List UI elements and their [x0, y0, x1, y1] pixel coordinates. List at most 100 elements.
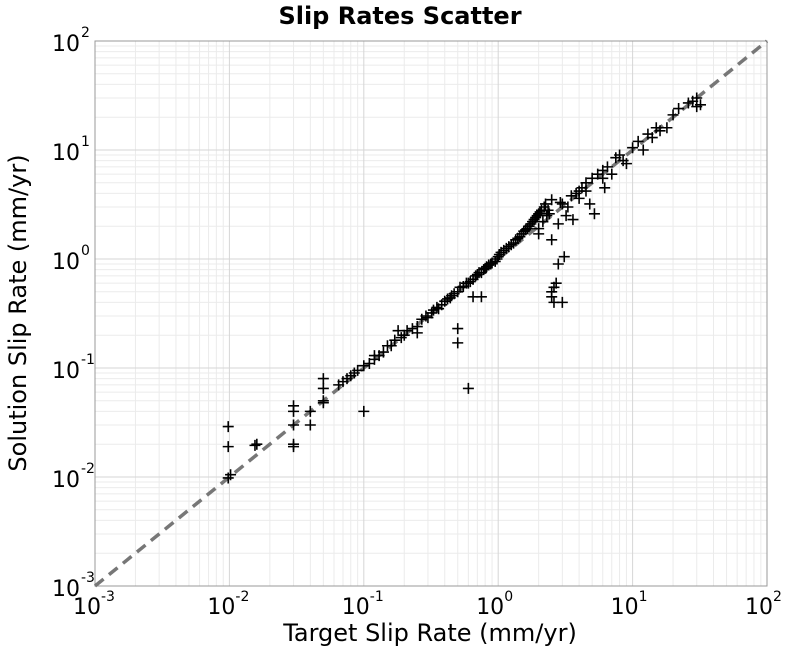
data-point-marker — [601, 161, 613, 173]
chart-title: Slip Rates Scatter — [278, 2, 521, 30]
x-tick-base: 10 — [342, 595, 370, 620]
y-tick-label: 10 -3 — [52, 570, 95, 602]
data-point-marker — [627, 142, 639, 154]
data-point-marker — [588, 208, 600, 220]
data-point-marker — [352, 364, 364, 376]
data-point-marker — [552, 258, 564, 270]
data-point-marker — [420, 310, 432, 322]
data-point-marker — [540, 198, 552, 210]
data-point-marker — [249, 439, 261, 451]
data-point-marker — [620, 158, 632, 170]
x-tick-labels: 10 -3 10 -2 10 -1 10 0 10 1 10 2 — [73, 589, 782, 620]
y-tick-exponent: 2 — [81, 25, 90, 41]
y-tick-exponent: 0 — [81, 243, 90, 259]
data-point-marker — [537, 216, 549, 228]
data-point-marker — [599, 182, 611, 194]
y-tick-label: 10 0 — [52, 243, 90, 275]
data-point-marker — [251, 438, 263, 450]
y-tick-exponent: -3 — [81, 570, 95, 586]
x-tick-base: 10 — [745, 595, 773, 620]
data-point-marker — [565, 190, 577, 202]
data-point-marker — [317, 382, 329, 394]
data-point-marker — [491, 253, 503, 265]
data-point-marker — [431, 301, 443, 313]
x-tick-base: 10 — [207, 595, 235, 620]
data-point-marker — [546, 194, 558, 206]
x-tick-base: 10 — [611, 595, 639, 620]
data-point-marker — [358, 360, 370, 372]
y-tick-base: 10 — [52, 32, 80, 57]
data-point-marker — [673, 103, 685, 115]
data-point-marker — [632, 135, 644, 147]
data-point-marker — [505, 239, 517, 251]
x-tick-label: 10 1 — [611, 589, 648, 620]
data-point-marker — [580, 177, 592, 189]
x-tick-exponent: 1 — [639, 589, 648, 605]
x-tick-label: 10 -2 — [207, 589, 249, 620]
data-point-marker — [485, 258, 497, 270]
x-tick-label: 10 -1 — [342, 589, 384, 620]
data-point-marker — [377, 346, 389, 358]
x-tick-label: 10 -3 — [73, 589, 115, 620]
data-point-marker — [411, 327, 423, 339]
data-point-marker — [446, 290, 458, 302]
x-tick-exponent: 0 — [504, 589, 513, 605]
data-point-marker — [586, 172, 598, 184]
y-tick-exponent: 1 — [81, 134, 90, 150]
data-point-marker — [401, 325, 413, 337]
data-point-marker — [288, 441, 300, 453]
data-point-marker — [554, 196, 566, 208]
data-point-marker — [550, 277, 562, 289]
data-points — [222, 92, 706, 484]
data-point-marker — [667, 109, 679, 121]
x-tick-base: 10 — [476, 595, 504, 620]
data-point-marker — [389, 334, 401, 346]
data-point-marker — [556, 198, 568, 210]
y-tick-base: 10 — [52, 141, 80, 166]
x-tick-label: 10 0 — [476, 589, 513, 620]
y-tick-label: 10 -1 — [52, 352, 95, 384]
data-point-marker — [288, 405, 300, 417]
y-tick-exponent: -2 — [81, 461, 95, 477]
data-point-marker — [462, 382, 474, 394]
x-axis-label: Target Slip Rate (mm/yr) — [282, 619, 577, 647]
y-tick-label: 10 -2 — [52, 461, 95, 493]
data-point-marker — [694, 99, 706, 111]
y-tick-base: 10 — [52, 359, 80, 384]
data-point-marker — [358, 405, 370, 417]
data-point-marker — [452, 286, 464, 298]
data-point-marker — [606, 168, 618, 180]
data-point-marker — [439, 295, 451, 307]
x-tick-label: 10 2 — [745, 589, 782, 620]
data-point-marker — [546, 291, 558, 303]
y-tick-exponent: -1 — [81, 352, 95, 368]
data-point-marker — [637, 144, 649, 156]
data-point-marker — [556, 296, 568, 308]
data-point-marker — [317, 373, 329, 385]
data-point-marker — [288, 419, 300, 431]
data-point-marker — [646, 132, 658, 144]
y-tick-base: 10 — [52, 577, 80, 602]
plot-frame — [94, 40, 768, 587]
data-point-marker — [222, 441, 234, 453]
y-tick-base: 10 — [52, 250, 80, 275]
data-point-marker — [541, 210, 553, 222]
y-tick-label: 10 1 — [52, 134, 90, 166]
data-point-marker — [385, 340, 397, 352]
x-tick-exponent: 2 — [773, 589, 782, 605]
x-tick-exponent: -1 — [370, 589, 384, 605]
data-point-marker — [691, 92, 703, 104]
data-point-marker — [543, 208, 555, 220]
data-point-marker — [222, 421, 234, 433]
data-point-marker — [661, 122, 673, 134]
data-point-marker — [225, 469, 237, 481]
x-tick-exponent: -2 — [235, 589, 249, 605]
x-tick-exponent: -3 — [101, 589, 115, 605]
data-point-marker — [584, 198, 596, 210]
data-point-marker — [452, 337, 464, 349]
data-point-marker — [558, 251, 570, 263]
y-tick-base: 10 — [52, 468, 80, 493]
